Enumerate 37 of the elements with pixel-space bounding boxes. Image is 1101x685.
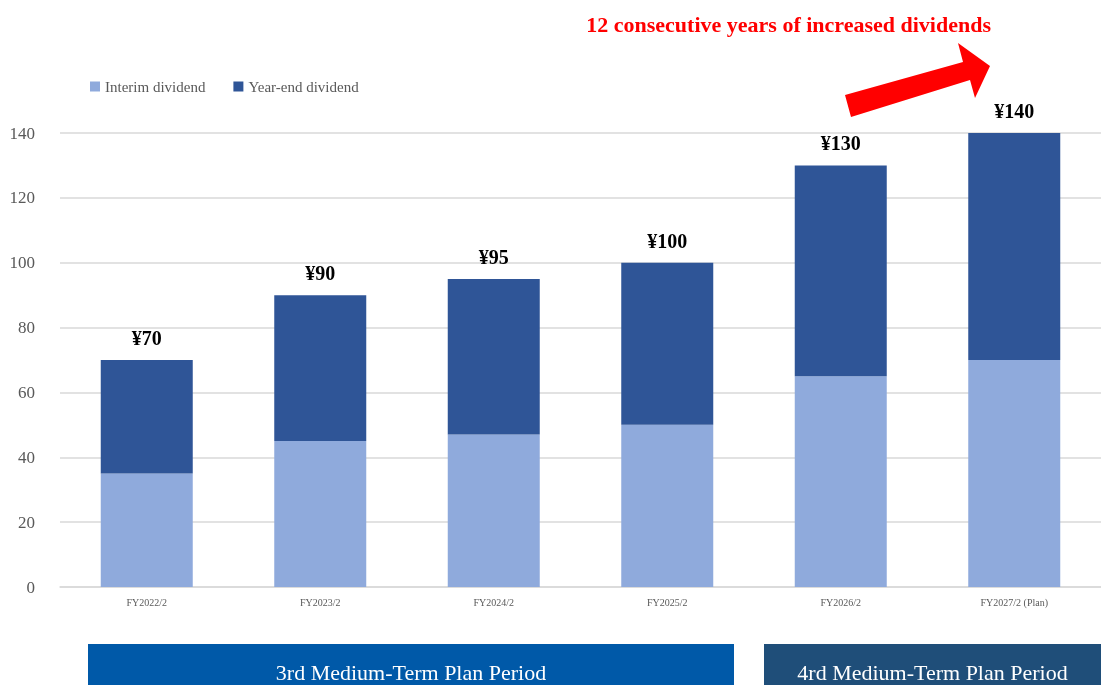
y-tick-label: 0	[26, 577, 35, 597]
text: 3rd Medium-Term Plan Period	[275, 659, 547, 685]
bar	[794, 376, 887, 587]
total-label: ¥90	[305, 262, 336, 285]
y-tick-label: 40	[18, 447, 35, 467]
bar	[621, 262, 714, 425]
y-tick-label: 80	[18, 318, 35, 338]
y-tick-label: 120	[9, 188, 35, 208]
x-tick-label: FY2023/2	[299, 596, 341, 608]
y-tick-label: 100	[9, 253, 35, 273]
bar	[447, 278, 540, 435]
text: 4rd Medium-Term Plan Period	[797, 659, 1068, 685]
total-label: ¥100	[647, 229, 688, 252]
total-label: ¥70	[131, 327, 162, 349]
bar	[968, 133, 1061, 360]
bar	[794, 165, 887, 377]
y-tick-label: 20	[18, 512, 35, 532]
x-tick-label: FY2024/2	[473, 596, 515, 608]
total-label: ¥95	[478, 245, 509, 268]
bar	[621, 424, 714, 587]
bar	[274, 441, 367, 587]
x-tick-label: FY2025/2	[646, 596, 688, 608]
bar	[447, 434, 540, 587]
y-tick-label: 60	[18, 382, 35, 402]
legend-label: Year-end dividend	[248, 78, 360, 95]
legend-label: Interim dividend	[105, 78, 206, 95]
y-tick-label: 140	[9, 123, 35, 143]
x-tick-label: FY2027/2 (Plan)	[980, 596, 1048, 609]
bar	[968, 360, 1061, 587]
chart-title: 12 consecutive years of increased dividends	[586, 11, 992, 37]
x-tick-label: FY2022/2	[126, 596, 168, 608]
bar	[100, 473, 193, 587]
bar	[100, 360, 193, 474]
bar	[274, 295, 367, 442]
total-label: ¥140	[994, 100, 1035, 122]
x-tick-label: FY2026/2	[820, 596, 862, 608]
total-label: ¥130	[820, 132, 861, 155]
